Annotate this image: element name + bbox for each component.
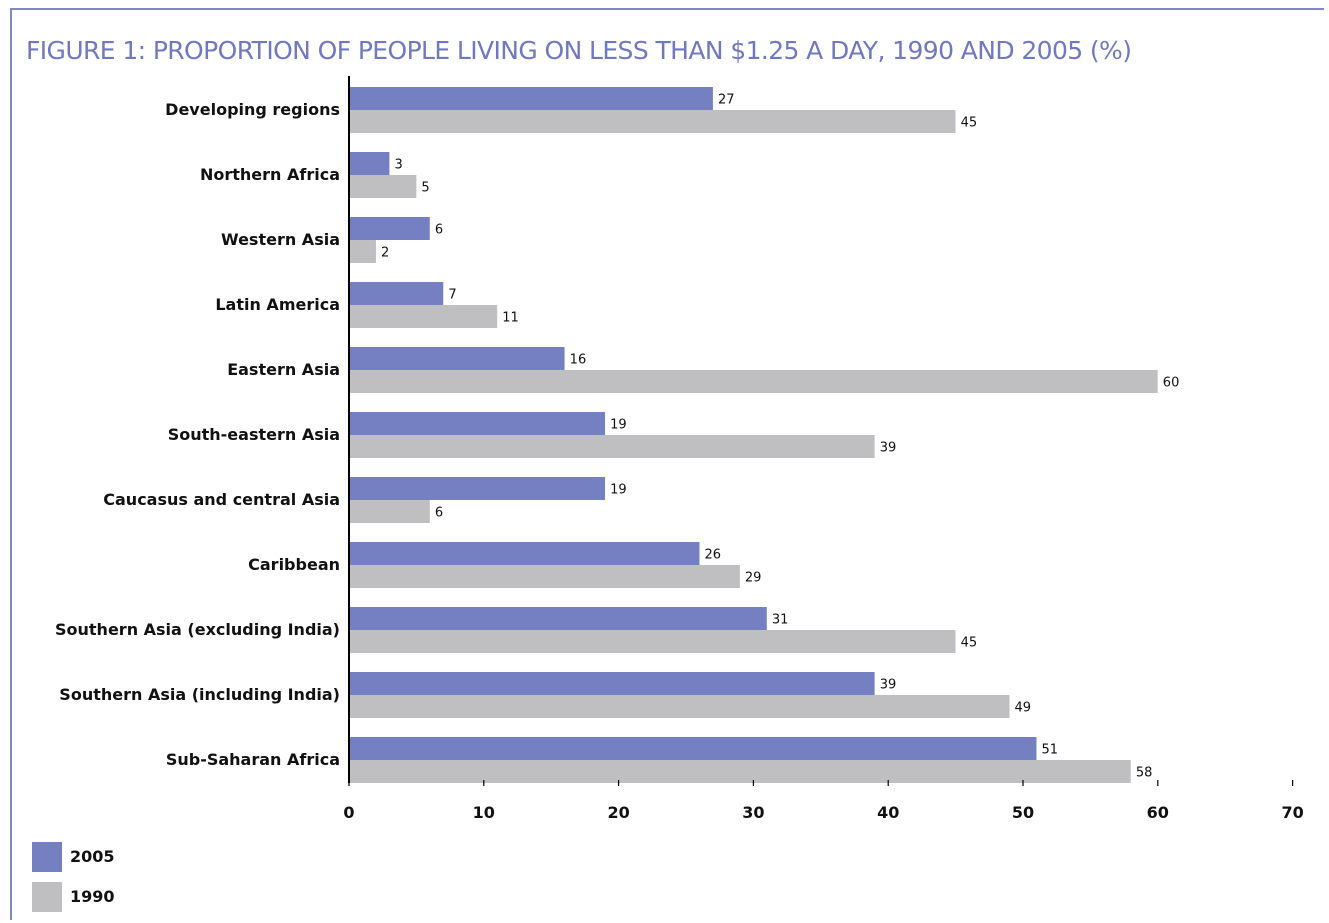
data-label-1990-caucasus-and-central-asia: 6 [435,506,443,521]
legend-label-1990: 1990 [70,887,115,906]
bar-end-1990-northern-africa [416,175,418,198]
legend-swatch-2005 [32,842,62,872]
bar-end-1990-western-asia [375,240,378,263]
bar-end-1990-sub-saharan-africa [1130,760,1133,783]
bar-end-2005-latin-america [443,282,445,305]
bar-1990-developing-regions [349,110,956,133]
bar-end-2005-developing-regions [712,87,715,110]
bar-2005-eastern-asia [349,347,565,370]
bar-2005-northern-africa [349,152,390,175]
data-label-2005-southern-asia-including-india: 39 [880,678,897,693]
figure-frame [10,8,1324,920]
bar-1990-southern-asia-including-india [349,695,1010,718]
category-label-latin-america: Latin America [215,295,340,314]
category-label-southern-asia-including-india: Southern Asia (including India) [59,685,340,704]
bar-2005-western-asia [349,217,430,240]
bar-1990-eastern-asia [349,370,1158,393]
x-tick-label-6: 60 [1147,803,1169,822]
data-label-1990-southern-asia-excluding-india: 45 [961,636,978,651]
bar-end-2005-northern-africa [389,152,391,175]
legend-label-2005: 2005 [70,847,115,866]
x-tick-label-2: 20 [607,803,629,822]
data-label-2005-developing-regions: 27 [718,93,735,108]
bar-end-2005-western-asia [429,217,432,240]
category-label-caucasus-and-central-asia: Caucasus and central Asia [103,490,340,509]
category-label-caribbean: Caribbean [248,555,340,574]
bar-end-1990-eastern-asia [1157,370,1159,393]
bar-end-2005-eastern-asia [564,347,566,370]
bar-end-2005-sub-saharan-africa [1036,737,1038,760]
category-label-developing-regions: Developing regions [165,100,340,119]
x-tick-label-3: 30 [742,803,764,822]
bar-1990-sub-saharan-africa [349,760,1131,783]
bar-end-2005-southern-asia-excluding-india [766,607,769,630]
bar-end-2005-caribbean [699,542,701,565]
data-label-2005-western-asia: 6 [435,223,443,238]
x-tick-label-1: 10 [473,803,495,822]
bar-2005-sub-saharan-africa [349,737,1037,760]
bar-end-1990-developing-regions [955,110,957,133]
category-label-south-eastern-asia: South-eastern Asia [168,425,340,444]
data-label-2005-caribbean: 26 [704,548,721,563]
bar-2005-latin-america [349,282,444,305]
data-label-1990-caribbean: 29 [745,571,762,586]
category-label-sub-saharan-africa: Sub-Saharan Africa [166,750,340,769]
bar-1990-northern-africa [349,175,417,198]
bar-end-1990-caucasus-and-central-asia [429,500,432,523]
data-label-1990-latin-america: 11 [502,311,519,326]
bar-2005-caucasus-and-central-asia [349,477,606,500]
data-label-2005-southern-asia-excluding-india: 31 [772,613,789,628]
bar-2005-caribbean [349,542,700,565]
bar-end-1990-southern-asia-including-india [1009,695,1011,718]
data-label-1990-southern-asia-including-india: 49 [1015,701,1032,716]
bar-1990-caribbean [349,565,740,588]
category-label-southern-asia-excluding-india: Southern Asia (excluding India) [55,620,340,639]
bar-1990-southern-asia-excluding-india [349,630,956,653]
bar-end-2005-caucasus-and-central-asia [605,477,607,500]
bar-2005-developing-regions [349,87,713,110]
category-label-northern-africa: Northern Africa [200,165,340,184]
data-label-1990-developing-regions: 45 [961,116,978,131]
bar-end-2005-southern-asia-including-india [874,672,876,695]
data-label-1990-sub-saharan-africa: 58 [1136,766,1153,781]
x-tick-label-5: 50 [1012,803,1034,822]
category-label-eastern-asia: Eastern Asia [227,360,340,379]
data-label-1990-western-asia: 2 [381,246,389,261]
data-label-2005-caucasus-and-central-asia: 19 [610,483,627,498]
bar-end-1990-southern-asia-excluding-india [955,630,957,653]
chart-title: FIGURE 1: PROPORTION OF PEOPLE LIVING ON… [26,36,1132,65]
bar-1990-latin-america [349,305,498,328]
bar-2005-southern-asia-excluding-india [349,607,767,630]
data-label-2005-northern-africa: 3 [394,158,402,173]
bar-end-1990-latin-america [497,305,499,328]
bar-end-2005-south-eastern-asia [605,412,607,435]
legend-swatch-1990 [32,882,62,912]
bar-2005-south-eastern-asia [349,412,606,435]
data-label-2005-latin-america: 7 [448,288,456,303]
data-label-2005-eastern-asia: 16 [570,353,587,368]
bar-2005-southern-asia-including-india [349,672,875,695]
data-label-1990-eastern-asia: 60 [1163,376,1180,391]
bar-1990-caucasus-and-central-asia [349,500,430,523]
data-label-1990-northern-africa: 5 [421,181,429,196]
category-label-western-asia: Western Asia [221,230,340,249]
data-label-1990-south-eastern-asia: 39 [880,441,897,456]
bar-end-1990-caribbean [739,565,742,588]
x-tick-label-7: 70 [1281,803,1303,822]
x-tick-label-4: 40 [877,803,899,822]
x-tick-label-0: 0 [343,803,354,822]
bar-1990-western-asia [349,240,376,263]
data-label-2005-sub-saharan-africa: 51 [1041,743,1058,758]
bar-1990-south-eastern-asia [349,435,875,458]
data-label-2005-south-eastern-asia: 19 [610,418,627,433]
bar-end-1990-south-eastern-asia [874,435,876,458]
